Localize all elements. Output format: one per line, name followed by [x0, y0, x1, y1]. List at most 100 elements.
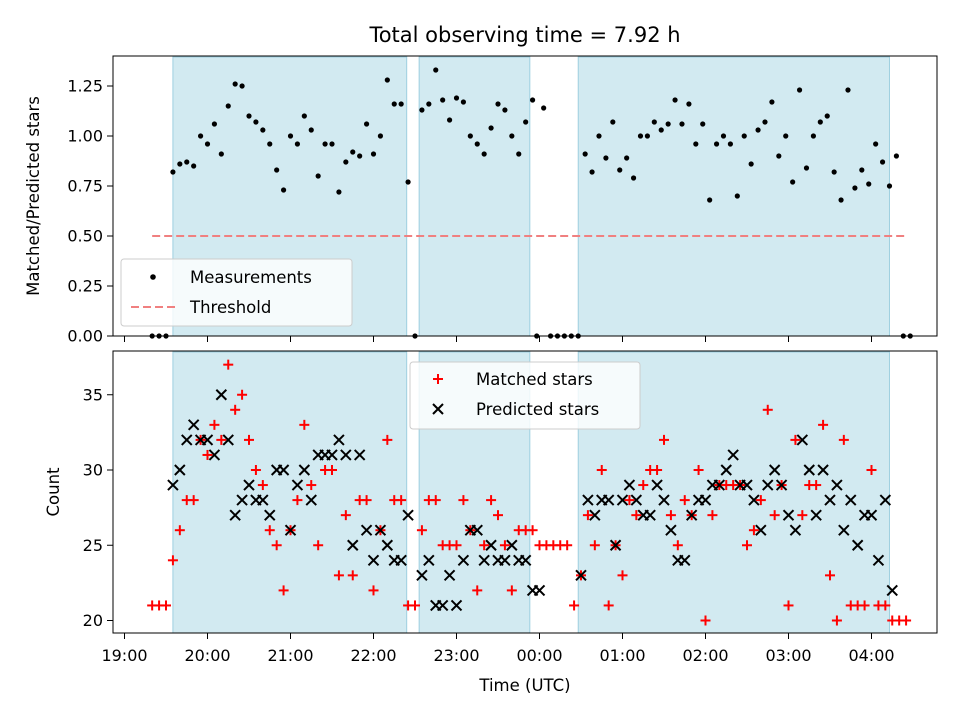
predicted-star-point — [713, 479, 726, 491]
matched-star-point — [679, 495, 690, 506]
matched-star-point — [831, 615, 842, 626]
predicted-star-point — [741, 479, 753, 491]
matched-star-point — [838, 434, 849, 445]
matched-star-point — [271, 540, 282, 551]
matched-star-point — [562, 540, 573, 551]
measurement-point — [831, 169, 837, 175]
matched-star-point — [216, 434, 227, 445]
measurement-point — [824, 113, 830, 119]
predicted-star-point — [187, 419, 200, 431]
measurement-point — [523, 119, 529, 125]
measurement-point — [672, 97, 678, 103]
measurement-point — [852, 185, 858, 191]
predicted-star-point — [644, 509, 656, 521]
measurement-point — [363, 121, 370, 127]
top-x-ticks — [124, 336, 872, 342]
measurement-point — [357, 153, 363, 159]
bottom-x-tick-label: 03:00 — [765, 646, 811, 665]
matched-star-point — [368, 585, 379, 596]
predicted-star-point — [457, 554, 470, 567]
predicted-star-point — [533, 584, 546, 597]
predicted-star-point — [326, 449, 338, 461]
predicted-star-point — [478, 554, 490, 567]
top-legend-box — [120, 258, 353, 327]
predicted-star-point — [789, 524, 802, 536]
legend-predicted-label: Predicted stars — [476, 400, 599, 419]
matched-star-point — [161, 600, 171, 611]
bottom-x-tick-label: 20:00 — [184, 646, 230, 665]
matched-star-point — [790, 434, 801, 445]
measurement-point — [776, 153, 782, 159]
measurement-point — [810, 133, 817, 139]
bottom-x-tick-label: 22:00 — [350, 646, 396, 665]
matched-star-point — [202, 449, 213, 460]
bottom-y-tick-label: 30 — [83, 461, 103, 480]
measurement-point — [204, 141, 211, 147]
predicted-star-point — [762, 479, 774, 491]
measurement-point — [617, 167, 623, 173]
top-y-axis-label: Matched/Predicted stars — [24, 96, 43, 296]
predicted-star-point — [616, 494, 629, 506]
matched-star-point — [582, 510, 593, 521]
bottom-x-tick-label: 23:00 — [433, 646, 479, 665]
predicted-star-point — [768, 464, 781, 476]
measurement-point — [170, 169, 176, 175]
matched-star-point — [486, 495, 497, 506]
matched-star-point — [624, 495, 635, 506]
legend-matched-label: Matched stars — [476, 370, 593, 389]
matched-star-point — [416, 525, 427, 536]
matched-star-point — [762, 404, 773, 415]
measurement-point — [433, 67, 439, 73]
measurement-point — [426, 101, 432, 107]
predicted-star-point — [305, 494, 317, 506]
measurement-point — [260, 127, 266, 133]
predicted-star-point — [879, 494, 892, 506]
measurement-point — [474, 141, 480, 147]
measurement-point — [873, 141, 879, 147]
matched-star-point — [811, 480, 822, 491]
matched-star-point — [333, 570, 344, 581]
predicted-star-point — [665, 524, 677, 536]
measurement-point — [301, 113, 307, 119]
predicted-star-point — [374, 524, 387, 536]
bottom-panel: 20 25 30 35 19:00 20:00 21:00 22:00 23:00 00:00 0… — [44, 350, 938, 695]
predicted-star-point — [575, 569, 587, 582]
matched-star-point — [230, 404, 241, 415]
bottom-y-ticks: 20 25 30 35 — [83, 385, 113, 630]
predicted-star-point — [755, 524, 767, 536]
measurement-point — [343, 159, 349, 165]
measurement-point — [315, 173, 321, 179]
predicted-star-point — [208, 449, 221, 461]
measurement-point — [446, 117, 453, 123]
measurement-point — [741, 133, 747, 139]
matched-star-point — [659, 434, 669, 445]
measurement-point — [460, 99, 467, 105]
measurement-point — [398, 101, 404, 107]
measurement-point — [707, 197, 713, 203]
top-panel: 0.00 0.25 0.50 0.75 1.00 1.25 Total observing… — [24, 23, 938, 346]
measurement-point — [866, 181, 872, 187]
matched-star-point — [797, 510, 808, 521]
predicted-star-point — [353, 449, 366, 461]
measurement-point — [700, 121, 706, 127]
measurement-point — [287, 133, 294, 139]
matched-star-point — [603, 600, 614, 611]
measurement-point — [502, 107, 508, 113]
measurement-point — [516, 151, 522, 157]
predicted-star-point — [872, 554, 885, 567]
measurement-point — [177, 161, 183, 167]
predicted-star-point — [810, 509, 822, 521]
top-y-tick-label: 1.25 — [67, 77, 103, 96]
predicted-star-point — [699, 494, 712, 506]
legend-predicted-marker — [432, 403, 444, 415]
measurement-point — [893, 153, 900, 159]
predicted-star-point — [651, 479, 663, 491]
predicted-star-point — [609, 539, 622, 551]
predicted-star-point — [679, 554, 691, 567]
measurement-point — [637, 133, 644, 139]
predicted-star-point — [803, 464, 815, 476]
measurement-point — [529, 97, 536, 103]
matched-star-point — [292, 495, 303, 506]
predicted-star-point — [340, 449, 352, 461]
